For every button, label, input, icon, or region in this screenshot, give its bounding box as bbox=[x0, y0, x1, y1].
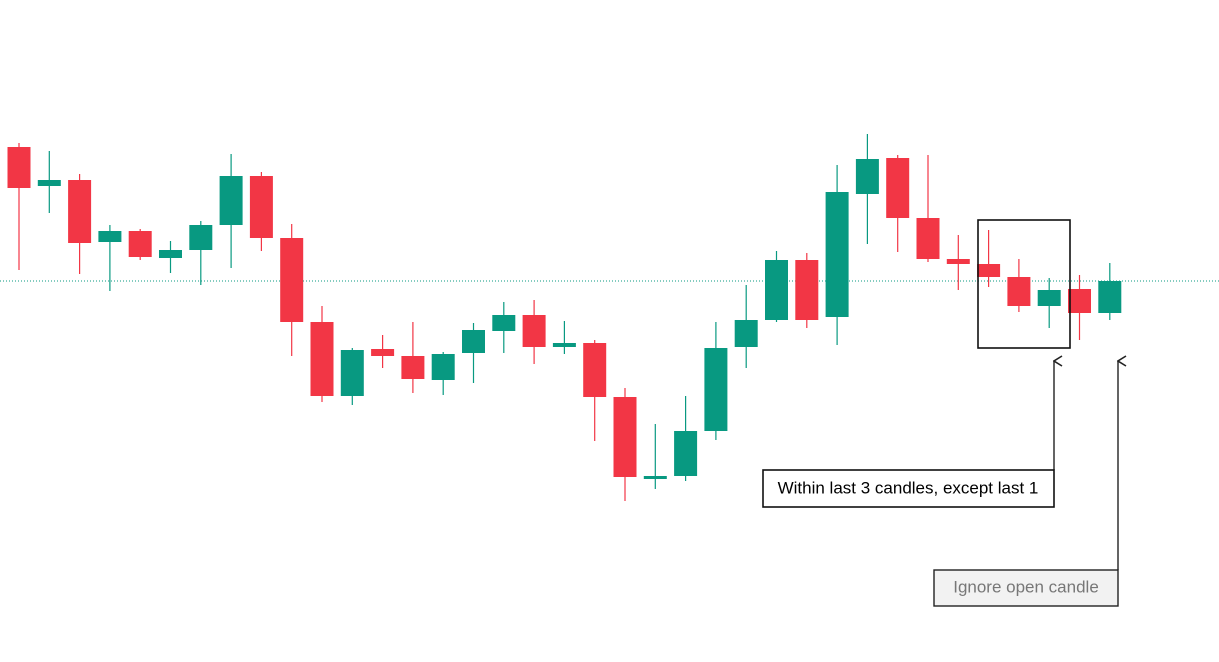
candle-body bbox=[613, 397, 637, 477]
candle-body bbox=[7, 147, 31, 188]
candle-body bbox=[462, 330, 485, 353]
candle-body bbox=[340, 350, 364, 396]
candle-body bbox=[734, 320, 758, 347]
candle-body bbox=[249, 176, 273, 238]
annotation: Ignore open candle bbox=[953, 577, 1099, 596]
candle-body bbox=[401, 356, 425, 379]
candle-body bbox=[795, 260, 819, 320]
candle-body bbox=[855, 159, 879, 194]
candle-body bbox=[37, 180, 61, 186]
candle-body bbox=[1068, 289, 1091, 313]
candle-body bbox=[310, 322, 334, 396]
candle-body bbox=[674, 431, 698, 476]
candle-body bbox=[643, 476, 667, 479]
candle-body bbox=[977, 264, 1001, 277]
candle-body bbox=[825, 192, 849, 317]
candle-body bbox=[219, 176, 243, 225]
candle-body bbox=[522, 315, 546, 347]
candle-body bbox=[1007, 277, 1031, 306]
candle-body bbox=[946, 259, 970, 264]
highlight-box bbox=[977, 219, 1071, 349]
candle-body bbox=[371, 349, 395, 356]
candle-body bbox=[765, 260, 788, 320]
candle-body bbox=[492, 315, 516, 331]
candle-body bbox=[1037, 290, 1061, 306]
candle-body bbox=[1098, 281, 1122, 313]
candle-body bbox=[583, 343, 607, 397]
annotation-box bbox=[933, 569, 1119, 607]
candle-body bbox=[916, 218, 940, 259]
candle-body bbox=[280, 238, 304, 322]
candle-body bbox=[189, 225, 213, 250]
candle-body bbox=[128, 231, 152, 257]
annotation: Within last 3 candles, except last 1 bbox=[778, 478, 1039, 497]
candle-body bbox=[704, 348, 728, 431]
annotation-box bbox=[762, 469, 1055, 508]
candle-body bbox=[98, 231, 122, 242]
candles bbox=[0, 134, 1219, 501]
candle-body bbox=[68, 180, 92, 243]
candle-body bbox=[159, 250, 182, 258]
candle-body bbox=[431, 354, 455, 380]
candle-body bbox=[552, 343, 576, 347]
candle-body bbox=[886, 158, 910, 218]
